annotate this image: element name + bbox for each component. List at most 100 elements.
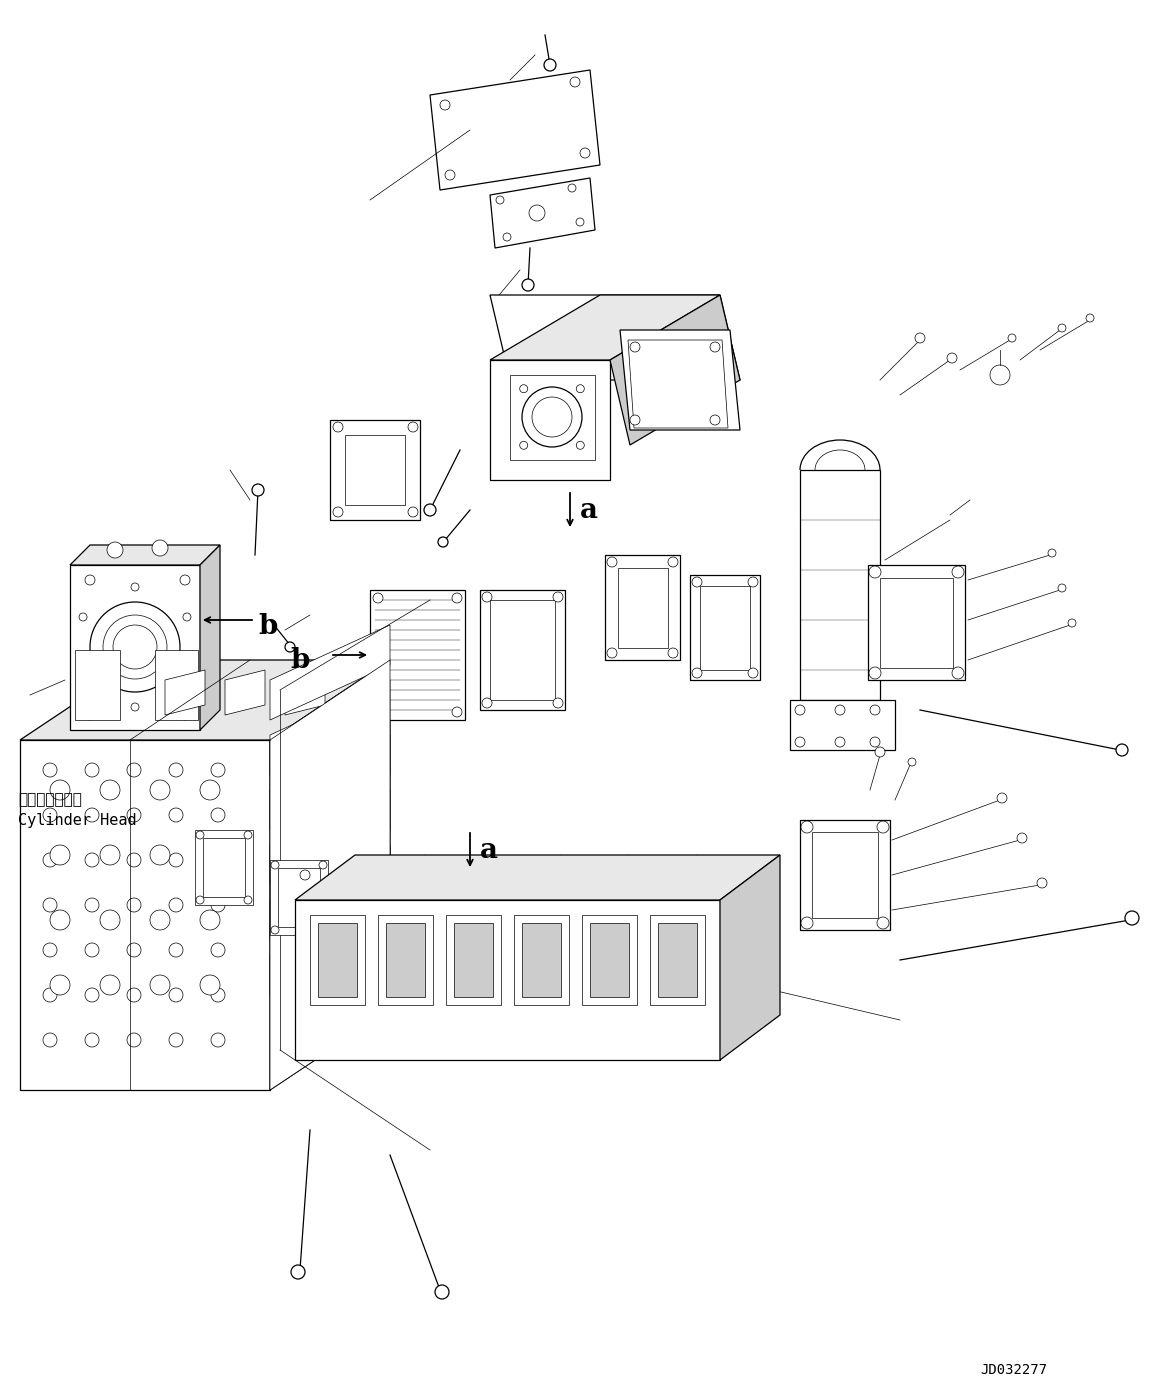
Circle shape	[100, 844, 120, 865]
Circle shape	[580, 905, 588, 911]
Circle shape	[424, 905, 431, 911]
Circle shape	[43, 853, 57, 867]
Circle shape	[414, 870, 424, 879]
Circle shape	[668, 556, 678, 568]
Circle shape	[628, 1048, 636, 1055]
Circle shape	[576, 218, 584, 226]
Polygon shape	[70, 545, 220, 565]
Circle shape	[801, 821, 813, 833]
Circle shape	[1048, 549, 1056, 556]
Polygon shape	[522, 923, 561, 997]
Circle shape	[50, 780, 70, 800]
Polygon shape	[628, 340, 728, 428]
Circle shape	[127, 853, 141, 867]
Polygon shape	[270, 660, 390, 1090]
Circle shape	[630, 415, 640, 425]
Circle shape	[100, 910, 120, 930]
Polygon shape	[590, 923, 629, 997]
Polygon shape	[812, 832, 878, 918]
Circle shape	[211, 808, 224, 822]
Circle shape	[43, 898, 57, 911]
Circle shape	[200, 910, 220, 930]
Circle shape	[444, 1048, 452, 1055]
Polygon shape	[504, 958, 545, 1016]
Circle shape	[1058, 584, 1066, 591]
Polygon shape	[386, 923, 424, 997]
Circle shape	[211, 898, 224, 911]
Circle shape	[376, 870, 386, 879]
Circle shape	[421, 921, 429, 930]
Circle shape	[252, 484, 264, 496]
Circle shape	[271, 925, 279, 934]
Polygon shape	[490, 295, 740, 380]
Polygon shape	[880, 577, 952, 668]
Circle shape	[169, 853, 183, 867]
Circle shape	[43, 1033, 57, 1047]
Circle shape	[373, 707, 383, 717]
Text: a: a	[580, 496, 598, 523]
Polygon shape	[868, 565, 965, 679]
Circle shape	[570, 77, 580, 87]
Circle shape	[522, 280, 534, 291]
Polygon shape	[295, 856, 780, 900]
Polygon shape	[790, 700, 896, 749]
Polygon shape	[490, 600, 555, 700]
Circle shape	[127, 988, 141, 1002]
Circle shape	[200, 780, 220, 800]
Circle shape	[552, 591, 563, 603]
Circle shape	[127, 898, 141, 911]
Circle shape	[915, 333, 925, 343]
Circle shape	[271, 861, 279, 870]
Polygon shape	[345, 435, 405, 505]
Polygon shape	[658, 923, 697, 997]
Circle shape	[421, 986, 429, 994]
Circle shape	[152, 540, 167, 556]
Circle shape	[990, 365, 1009, 384]
Polygon shape	[165, 670, 205, 714]
Circle shape	[200, 974, 220, 995]
Polygon shape	[270, 660, 390, 1090]
Circle shape	[512, 905, 520, 911]
Circle shape	[435, 1285, 449, 1299]
Circle shape	[300, 870, 311, 879]
Polygon shape	[354, 898, 395, 958]
Circle shape	[709, 343, 720, 352]
Circle shape	[211, 853, 224, 867]
Circle shape	[333, 507, 343, 517]
Circle shape	[169, 988, 183, 1002]
Circle shape	[131, 583, 140, 591]
Circle shape	[113, 625, 157, 670]
Circle shape	[952, 667, 964, 679]
Polygon shape	[317, 923, 357, 997]
Circle shape	[408, 422, 418, 432]
Circle shape	[308, 905, 316, 911]
Text: Cylinder Head: Cylinder Head	[17, 812, 136, 828]
Polygon shape	[295, 900, 720, 1060]
Circle shape	[100, 780, 120, 800]
Circle shape	[648, 1048, 656, 1055]
Text: a: a	[480, 836, 498, 864]
Polygon shape	[511, 375, 595, 460]
Polygon shape	[345, 891, 404, 965]
Polygon shape	[195, 830, 254, 905]
Circle shape	[552, 698, 563, 707]
Circle shape	[85, 763, 99, 777]
Circle shape	[695, 1048, 704, 1055]
Polygon shape	[155, 650, 198, 720]
Circle shape	[1086, 315, 1094, 322]
Circle shape	[408, 507, 418, 517]
Circle shape	[495, 1016, 504, 1023]
Circle shape	[531, 397, 572, 438]
Circle shape	[127, 944, 141, 958]
Polygon shape	[270, 844, 390, 939]
Circle shape	[338, 870, 348, 879]
Circle shape	[452, 707, 462, 717]
Circle shape	[244, 830, 252, 839]
Circle shape	[376, 905, 384, 911]
Polygon shape	[720, 856, 780, 1060]
Circle shape	[875, 747, 885, 756]
Circle shape	[107, 542, 123, 558]
Circle shape	[424, 1048, 431, 1055]
Circle shape	[692, 577, 702, 587]
Circle shape	[43, 763, 57, 777]
